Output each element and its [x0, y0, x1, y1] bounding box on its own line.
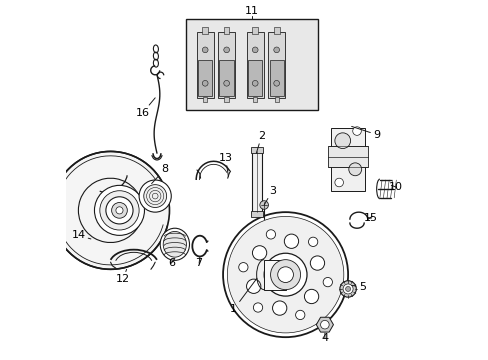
- Circle shape: [308, 237, 317, 247]
- Bar: [251, 147, 262, 153]
- Circle shape: [253, 303, 262, 312]
- Circle shape: [246, 279, 260, 293]
- Circle shape: [139, 180, 171, 212]
- Circle shape: [224, 80, 229, 86]
- Polygon shape: [316, 317, 333, 332]
- Text: 5: 5: [351, 282, 365, 292]
- Circle shape: [52, 152, 169, 269]
- Text: 13: 13: [218, 153, 232, 176]
- Bar: [253, 97, 257, 102]
- Circle shape: [238, 262, 247, 272]
- Bar: [274, 97, 278, 102]
- Circle shape: [334, 133, 350, 149]
- Circle shape: [224, 47, 229, 53]
- Text: 14: 14: [71, 230, 91, 240]
- Bar: [267, 32, 285, 98]
- Circle shape: [259, 201, 268, 209]
- Bar: [202, 27, 207, 34]
- Bar: [185, 19, 317, 111]
- Bar: [218, 32, 235, 98]
- Bar: [264, 260, 285, 290]
- Bar: [224, 97, 228, 102]
- Bar: [330, 128, 364, 191]
- Text: 6: 6: [167, 258, 175, 268]
- Circle shape: [202, 47, 207, 53]
- Circle shape: [348, 163, 361, 176]
- Text: 7: 7: [195, 257, 203, 268]
- Text: 3: 3: [264, 186, 275, 205]
- Circle shape: [345, 287, 350, 292]
- Circle shape: [334, 178, 343, 187]
- Bar: [251, 211, 262, 217]
- Text: 4: 4: [321, 333, 328, 343]
- Text: 11: 11: [244, 6, 258, 17]
- Circle shape: [273, 80, 279, 86]
- Circle shape: [111, 203, 127, 218]
- Circle shape: [295, 310, 304, 320]
- Text: 16: 16: [135, 98, 155, 118]
- Circle shape: [320, 320, 328, 329]
- Bar: [328, 146, 367, 167]
- Circle shape: [310, 256, 324, 270]
- Circle shape: [304, 289, 318, 303]
- Text: 12: 12: [116, 269, 130, 284]
- Bar: [198, 60, 212, 96]
- Circle shape: [339, 281, 356, 297]
- Circle shape: [252, 246, 266, 260]
- Circle shape: [252, 80, 258, 86]
- Circle shape: [277, 267, 293, 283]
- Bar: [246, 32, 263, 98]
- Bar: [273, 27, 279, 34]
- Bar: [269, 60, 283, 96]
- Bar: [203, 97, 207, 102]
- Circle shape: [202, 80, 207, 86]
- Text: 10: 10: [388, 182, 403, 192]
- Circle shape: [223, 212, 347, 337]
- Circle shape: [116, 207, 123, 214]
- Circle shape: [143, 185, 166, 207]
- Circle shape: [273, 47, 279, 53]
- Circle shape: [266, 230, 275, 239]
- Circle shape: [352, 127, 361, 135]
- Circle shape: [227, 216, 343, 333]
- Ellipse shape: [160, 228, 189, 260]
- Bar: [224, 27, 229, 34]
- Text: 1: 1: [230, 278, 257, 314]
- Circle shape: [106, 197, 133, 224]
- Circle shape: [323, 278, 332, 287]
- Bar: [247, 60, 262, 96]
- Bar: [252, 152, 261, 212]
- Text: 2: 2: [256, 131, 264, 153]
- Circle shape: [252, 47, 258, 53]
- Circle shape: [270, 260, 300, 290]
- Bar: [219, 60, 233, 96]
- Text: 15: 15: [364, 213, 378, 223]
- Ellipse shape: [163, 231, 186, 257]
- Circle shape: [284, 234, 298, 248]
- Bar: [196, 32, 213, 98]
- Circle shape: [343, 284, 352, 294]
- Bar: [252, 27, 258, 34]
- Circle shape: [264, 253, 306, 296]
- Text: 8: 8: [151, 164, 168, 184]
- Circle shape: [272, 301, 286, 315]
- Circle shape: [100, 191, 139, 230]
- Circle shape: [94, 185, 144, 235]
- Text: 9: 9: [351, 126, 380, 140]
